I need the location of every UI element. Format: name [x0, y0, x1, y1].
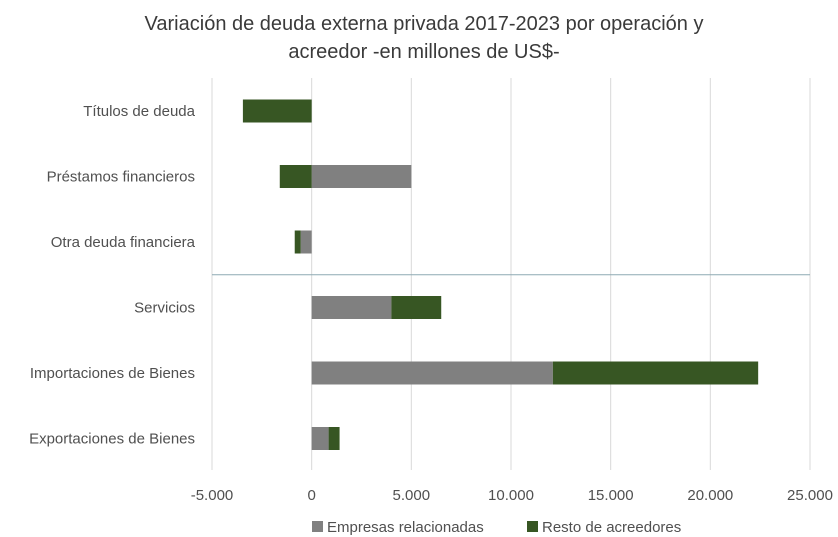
x-tick-label: 25.000 [787, 487, 833, 504]
bar-importaciones-de-bienes-empresas-relacionadas [311, 361, 553, 385]
bar-servicios-resto-de-acreedores [391, 296, 442, 319]
x-tick-label: 0 [307, 487, 315, 504]
legend: Empresas relacionadas Resto de acreedore… [312, 519, 681, 536]
category-label-prestamos-financieros: Préstamos financieros [47, 169, 195, 186]
category-labels: Títulos de deuda Préstamos financieros Otr… [29, 103, 196, 448]
category-label-importaciones-de-bienes: Importaciones de Bienes [30, 365, 195, 382]
x-tick-label: 10.000 [488, 487, 534, 504]
legend-swatch-resto-de-acreedores [527, 521, 538, 532]
gridlines [211, 78, 811, 470]
bar-prestamos-financieros-resto-de-acreedores [279, 165, 312, 188]
category-label-otra-deuda-financiera: Otra deuda financiera [51, 234, 196, 251]
x-tick-label: 5.000 [393, 487, 431, 504]
category-label-exportaciones-de-bienes: Exportaciones de Bienes [29, 431, 195, 448]
bar-prestamos-financieros-empresas-relacionadas [311, 165, 412, 188]
category-label-servicios: Servicios [134, 300, 195, 317]
x-tick-label: 15.000 [588, 487, 634, 504]
bar-importaciones-de-bienes-resto-de-acreedores [552, 361, 759, 385]
bar-exportaciones-de-bienes-empresas-relacionadas [311, 427, 329, 450]
bar-titulos-de-deuda-resto-de-acreedores [242, 99, 312, 123]
category-label-titulos-de-deuda: Títulos de deuda [83, 103, 195, 120]
x-tick-label: -5.000 [191, 487, 234, 504]
bar-servicios-empresas-relacionadas [311, 296, 392, 319]
x-tick-labels: -5.000 0 5.000 10.000 15.000 20.000 25.000 [191, 487, 833, 504]
chart-title-line-1: Variación de deuda externa privada 2017-… [145, 13, 704, 35]
legend-swatch-empresas-relacionadas [312, 521, 323, 532]
legend-label-empresas-relacionadas: Empresas relacionadas [327, 519, 484, 536]
bar-otra-deuda-financiera-resto-de-acreedores [294, 230, 301, 254]
chart-title-line-2: acreedor -en millones de US$- [288, 41, 559, 63]
bar-exportaciones-de-bienes-resto-de-acreedores [328, 427, 340, 450]
legend-label-resto-de-acreedores: Resto de acreedores [542, 519, 681, 536]
bars [242, 99, 759, 450]
x-tick-label: 20.000 [687, 487, 733, 504]
bar-otra-deuda-financiera-empresas-relacionadas [300, 230, 312, 254]
